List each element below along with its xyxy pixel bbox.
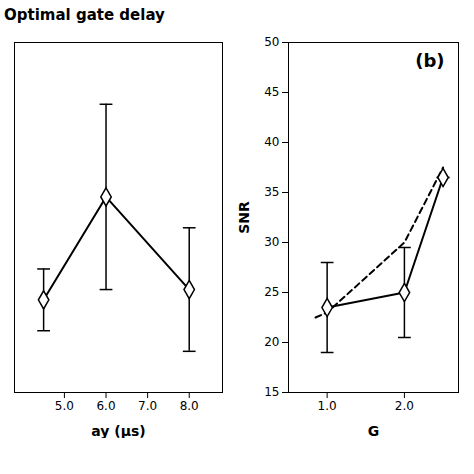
svg-text:7.0: 7.0 [138, 399, 157, 413]
svg-text:1.0: 1.0 [318, 399, 337, 413]
svg-text:45: 45 [264, 85, 279, 99]
svg-text:35: 35 [264, 185, 279, 199]
svg-text:15: 15 [264, 385, 279, 399]
svg-text:ay (μs): ay (μs) [91, 423, 145, 439]
svg-text:50: 50 [264, 35, 279, 49]
svg-text:(b): (b) [415, 50, 444, 71]
svg-text:25: 25 [264, 285, 279, 299]
svg-text:6.0: 6.0 [96, 399, 115, 413]
svg-text:2.0: 2.0 [395, 399, 414, 413]
svg-text:40: 40 [264, 135, 279, 149]
html-text:Optimal gate delay: Optimal gate delay [4, 6, 165, 24]
svg-text:SNR: SNR [236, 201, 252, 234]
svg-text:5.0: 5.0 [55, 399, 74, 413]
svg-text:20: 20 [264, 335, 279, 349]
svg-text:G: G [368, 423, 380, 439]
svg-text:8.0: 8.0 [180, 399, 199, 413]
svg-text:30: 30 [264, 235, 279, 249]
